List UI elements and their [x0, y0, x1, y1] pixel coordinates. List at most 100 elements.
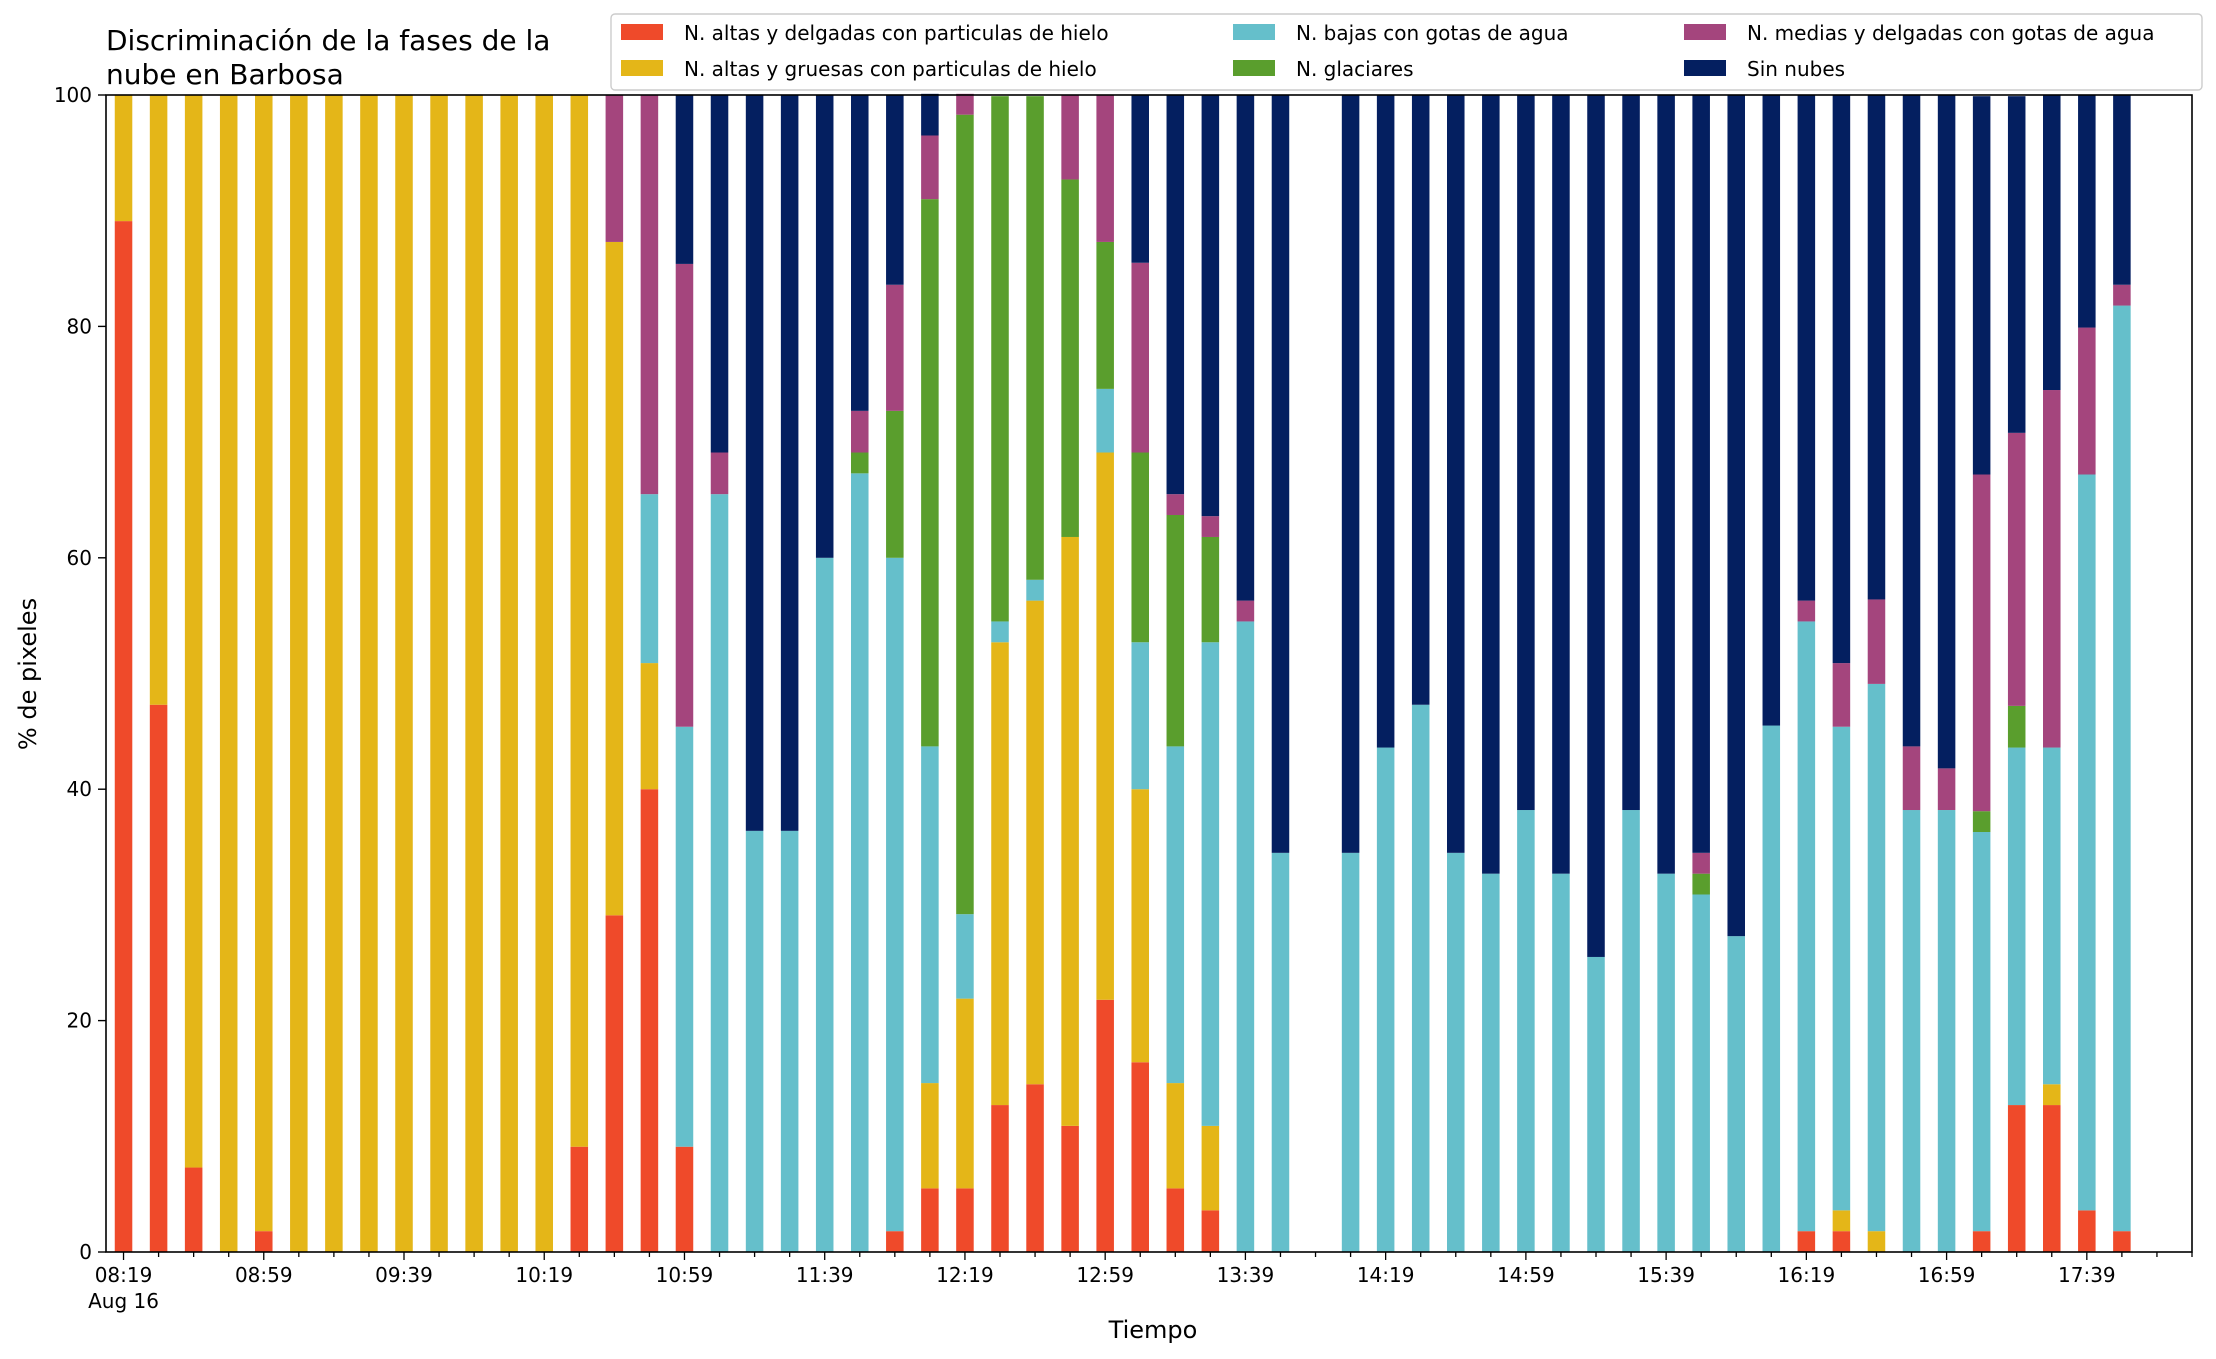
bar-segment [1657, 873, 1675, 1252]
bar-segment [1902, 810, 1921, 1252]
bar-segment [745, 95, 764, 831]
bar-segment [1131, 95, 1149, 263]
bar-segment [2078, 95, 2096, 328]
bar-segment [1902, 95, 1921, 747]
bar-segment [114, 221, 133, 1253]
bar-segment [1657, 95, 1675, 874]
bar-segment [921, 135, 939, 200]
bar-segment [395, 95, 413, 1252]
bar-segment [605, 241, 624, 916]
bar-segment [1411, 704, 1430, 1252]
x-tick-label: 10:59 [656, 1263, 714, 1287]
bar-segment [1587, 956, 1605, 1252]
x-tick-label: 12:59 [1076, 1263, 1134, 1287]
bar-segment [1271, 95, 1290, 853]
bar-segment [1482, 873, 1500, 1252]
bar-segment [640, 789, 659, 1252]
bar-segment [1797, 1231, 1816, 1252]
legend-swatch [621, 24, 663, 40]
bar-segment [500, 95, 518, 1252]
bar-segment [1832, 1231, 1851, 1252]
bar-segment [1026, 579, 1044, 601]
bar-segment [991, 642, 1009, 1106]
bar-segment [675, 263, 694, 727]
bar-segment [1201, 516, 1220, 537]
chart-title-line-2: nube en Barbosa [106, 58, 344, 91]
bar-segment [1131, 262, 1149, 453]
x-tick-label: 16:59 [1918, 1263, 1976, 1287]
bar-segment [1762, 725, 1781, 1252]
legend-swatch [1684, 24, 1726, 40]
bar-segment [2043, 1105, 2061, 1252]
bar-segment [1832, 726, 1851, 1211]
bar-segment [1867, 683, 1886, 1232]
bar-segment [1692, 894, 1710, 1252]
bar-segment [1131, 452, 1149, 643]
bar-segment [640, 663, 659, 790]
bar-segment [465, 95, 483, 1252]
bar-segment [2113, 95, 2131, 285]
bar-segment [815, 95, 834, 558]
bar-segment [570, 1146, 589, 1252]
bar-segment [1411, 95, 1430, 705]
bar-segment [886, 557, 904, 1232]
bar-segment [1727, 95, 1745, 937]
bar-segment [956, 93, 974, 115]
bar-segment [956, 914, 974, 999]
y-tick-label: 80 [67, 314, 92, 338]
x-axis-label: Tiempo [1108, 1316, 1198, 1344]
bar-segment [1376, 747, 1395, 1252]
bar-segment [956, 114, 974, 915]
x-tick-label: 16:19 [1778, 1263, 1836, 1287]
bar-segment [360, 95, 378, 1252]
chart-title-line-1: Discriminación de la fases de la [106, 24, 550, 57]
legend-swatch [1233, 60, 1275, 76]
bar-segment [780, 830, 799, 1252]
bar-segment [1622, 810, 1640, 1252]
bars-layer [114, 93, 2131, 1253]
bar-segment [1061, 1125, 1079, 1252]
bar-segment [851, 473, 869, 1253]
bar-segment [1201, 1125, 1220, 1211]
legend-label: N. glaciares [1296, 57, 1414, 81]
bar-segment [1972, 96, 1991, 475]
bar-segment [1972, 832, 1991, 1232]
bar-segment [640, 95, 659, 495]
bar-segment [1622, 95, 1640, 811]
bar-segment [886, 1231, 904, 1252]
bar-segment [710, 95, 729, 453]
x-tick-label: 12:19 [936, 1263, 994, 1287]
x-tick-label: 08:59 [235, 1263, 293, 1287]
bar-segment [921, 93, 939, 136]
bar-segment [1937, 768, 1956, 811]
bar-segment [1131, 789, 1149, 1063]
bar-segment [1026, 96, 1044, 580]
bar-segment [1166, 1188, 1185, 1252]
bar-segment [1587, 95, 1605, 957]
bar-segment [745, 830, 764, 1252]
bar-segment [1166, 494, 1185, 515]
bar-segment [991, 1105, 1009, 1252]
bar-segment [2007, 747, 2026, 1106]
bar-segment [921, 1188, 939, 1252]
bar-segment [1552, 873, 1570, 1252]
bar-segment [219, 95, 238, 1252]
bar-segment [1131, 642, 1149, 790]
bar-segment [886, 410, 904, 558]
bar-segment [675, 726, 694, 1147]
y-tick-label: 60 [67, 546, 92, 570]
bar-segment [1236, 95, 1255, 601]
bar-segment [1131, 1062, 1149, 1252]
bar-segment [149, 95, 168, 705]
bar-segment [1797, 621, 1816, 1232]
bar-segment [255, 95, 273, 1232]
bar-segment [2043, 95, 2061, 391]
bar-segment [1972, 474, 1991, 812]
bar-segment [886, 284, 904, 411]
bar-segment [1972, 1231, 1991, 1252]
bar-segment [815, 557, 834, 1252]
bar-segment [1201, 1210, 1220, 1252]
bar-segment [2078, 474, 2096, 1211]
